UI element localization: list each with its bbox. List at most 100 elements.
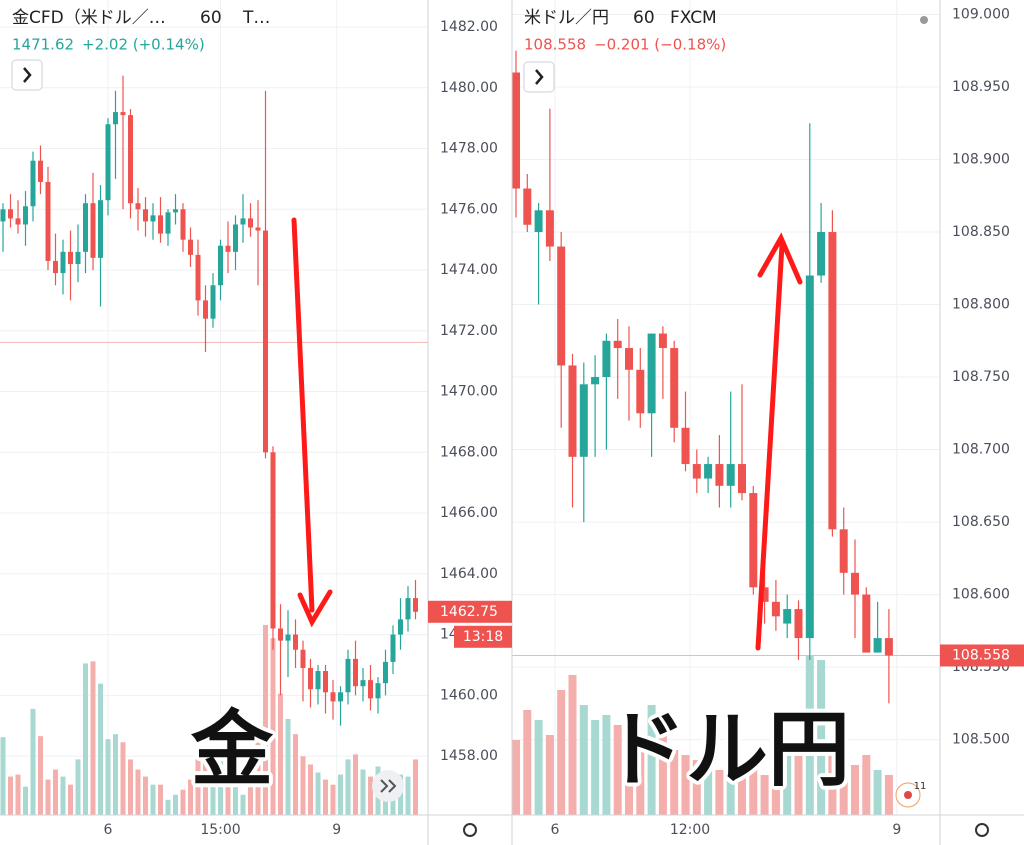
volume-bar xyxy=(248,754,253,815)
y-tick-label: 1468.00 xyxy=(440,444,498,460)
candle-body xyxy=(278,628,283,641)
volume-bar xyxy=(692,760,701,815)
candle-body xyxy=(512,72,520,189)
y-tick-label: 1466.00 xyxy=(440,505,498,521)
y-tick-label: 108.500 xyxy=(952,732,1010,748)
last-value: 1471.62 xyxy=(12,36,74,54)
volume-bar xyxy=(715,770,724,815)
candle-body xyxy=(647,333,656,414)
volume-bar xyxy=(783,755,792,815)
y-tick-label: 1482.00 xyxy=(440,19,498,35)
x-tick-label: 12:00 xyxy=(670,822,710,838)
volume-bar xyxy=(270,638,276,815)
price-label: 108.558 xyxy=(952,647,1010,663)
candle-body xyxy=(692,464,701,479)
volume-bar xyxy=(233,784,238,815)
y-tick-label: 1470.00 xyxy=(440,384,498,400)
candle-body xyxy=(218,245,223,286)
volume-bar xyxy=(30,708,36,815)
candle-body xyxy=(128,115,133,204)
volume-bar xyxy=(315,772,321,815)
candle-body xyxy=(413,598,418,612)
candle-body xyxy=(794,609,803,639)
y-tick-label: 108.750 xyxy=(952,369,1010,385)
price-box xyxy=(428,600,512,623)
volume-bar xyxy=(8,776,13,815)
volume-bar xyxy=(884,775,893,815)
big-annotation: ドル円 xyxy=(604,702,850,797)
candle-body xyxy=(579,384,588,457)
candle-body xyxy=(293,634,298,650)
volume-bar xyxy=(308,764,313,815)
volume-bar xyxy=(338,774,343,815)
candle-body xyxy=(390,634,396,662)
candle-body xyxy=(353,658,358,687)
last-value: 108.558 xyxy=(524,36,586,54)
volume-bar xyxy=(293,734,298,815)
candle-body xyxy=(248,218,253,228)
volume-bar xyxy=(726,755,735,815)
candle-body xyxy=(98,200,103,258)
volume-bar xyxy=(68,784,73,815)
countdown-label: 13:18 xyxy=(463,629,503,645)
interval: 60 xyxy=(633,8,655,28)
volume-bar xyxy=(300,756,306,815)
volume-bar xyxy=(330,784,336,815)
volume-bar xyxy=(613,725,622,815)
volume-bar xyxy=(83,663,88,815)
countdown-box xyxy=(454,625,512,648)
volume-bar xyxy=(568,675,577,815)
y-tick-label: 1478.00 xyxy=(440,141,498,157)
volume-bar xyxy=(75,759,81,815)
volume-bar xyxy=(368,776,373,815)
volume-bar xyxy=(647,705,656,815)
volume-bar xyxy=(534,720,543,815)
expand-button[interactable] xyxy=(523,61,555,93)
volume-bar xyxy=(150,784,156,815)
source: FXCM xyxy=(670,8,717,28)
candle-body xyxy=(8,209,13,219)
candle-body xyxy=(338,692,343,702)
volume-bar xyxy=(760,775,769,815)
candle-body xyxy=(315,671,321,690)
y-tick-label: 108.600 xyxy=(952,587,1010,603)
candle-body xyxy=(602,340,611,378)
volume-bar xyxy=(523,710,532,815)
volume-bar xyxy=(128,759,133,815)
settings-icon[interactable] xyxy=(975,823,989,837)
y-tick-label: 1472.00 xyxy=(440,323,498,339)
volume-bar xyxy=(625,730,633,815)
candle-body xyxy=(771,601,780,617)
volume-bar xyxy=(579,705,588,815)
candle-body xyxy=(15,218,21,225)
candle-body xyxy=(210,285,216,319)
candle-body xyxy=(105,124,111,201)
volume-bar xyxy=(670,750,679,815)
settings-icon[interactable] xyxy=(463,823,477,837)
candle-body xyxy=(368,680,373,699)
volume-bar xyxy=(557,690,566,815)
y-tick-label: 109.000 xyxy=(952,7,1010,23)
candle-body xyxy=(135,203,141,210)
candle-body xyxy=(165,212,171,234)
volume-bar xyxy=(771,760,780,815)
candle-body xyxy=(398,619,403,635)
volume-bar xyxy=(225,784,231,815)
volume-bar xyxy=(218,759,223,815)
candle-body xyxy=(862,594,871,653)
volume-bar xyxy=(278,693,283,815)
big-annotation: 金 xyxy=(190,702,274,797)
candle-body xyxy=(345,658,351,693)
y-tick-label: 108.900 xyxy=(952,152,1010,168)
volume-bar xyxy=(405,776,411,815)
volume-bar xyxy=(512,740,520,815)
price-label: 1462.75 xyxy=(440,604,498,620)
y-tick-label: 1458.00 xyxy=(440,748,498,764)
expand-button[interactable] xyxy=(11,59,43,91)
volume-bar xyxy=(240,794,246,815)
volume-bar xyxy=(862,755,871,815)
y-tick-label: 108.950 xyxy=(952,79,1010,95)
candle-body xyxy=(53,260,58,274)
volume-bar xyxy=(165,799,171,815)
